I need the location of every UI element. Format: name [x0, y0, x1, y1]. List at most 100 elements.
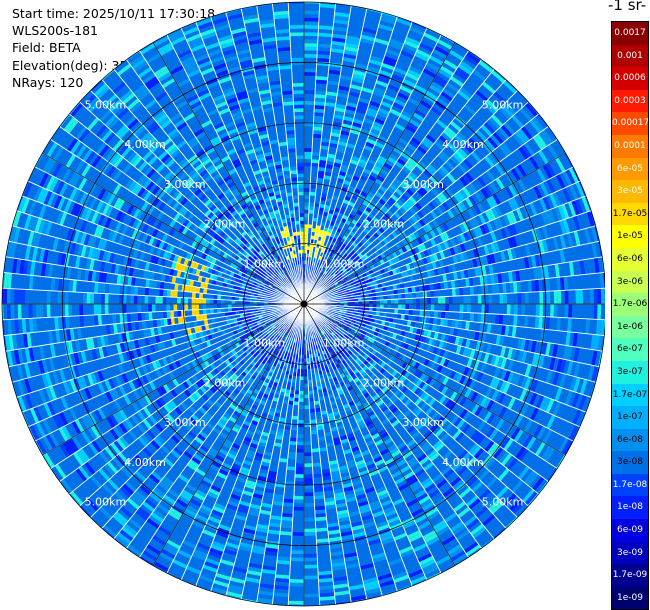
backscatter-cell	[484, 304, 489, 314]
backscatter-cell	[507, 359, 515, 372]
backscatter-cell	[539, 304, 544, 317]
backscatter-cell	[539, 182, 549, 197]
backscatter-cell	[222, 442, 232, 450]
backscatter-cell	[211, 279, 217, 286]
backscatter-cell	[304, 231, 308, 236]
backscatter-cell	[325, 322, 330, 326]
backscatter-cell	[394, 235, 402, 243]
backscatter-cell	[185, 279, 191, 286]
backscatter-cell	[142, 328, 149, 338]
backscatter-cell	[333, 264, 338, 269]
backscatter-cell	[503, 139, 516, 153]
backscatter-cell	[442, 487, 455, 498]
backscatter-cell	[168, 371, 176, 381]
backscatter-cell	[90, 384, 99, 397]
backscatter-cell	[89, 258, 95, 271]
backscatter-cell	[483, 410, 493, 423]
backscatter-cell	[188, 354, 195, 362]
backscatter-cell	[315, 228, 320, 234]
backscatter-cell	[409, 480, 421, 490]
backscatter-cell	[129, 391, 138, 402]
backscatter-cell	[529, 137, 542, 153]
backscatter-cell	[204, 277, 210, 284]
backscatter-cell	[264, 421, 273, 427]
backscatter-cell	[300, 372, 304, 377]
backscatter-cell	[444, 175, 454, 186]
backscatter-cell	[404, 75, 418, 85]
backscatter-cell	[167, 318, 172, 326]
backscatter-cell	[204, 391, 212, 399]
backscatter-cell	[193, 453, 204, 463]
backscatter-cell	[148, 311, 153, 321]
backscatter-cell	[241, 594, 258, 602]
backscatter-cell	[352, 73, 365, 80]
backscatter-cell	[407, 286, 413, 294]
backscatter-cell	[329, 55, 344, 61]
backscatter-cell	[236, 476, 247, 484]
backscatter-cell	[384, 340, 391, 347]
backscatter-cell	[435, 324, 441, 333]
backscatter-cell	[217, 304, 221, 309]
backscatter-cell	[506, 154, 517, 168]
backscatter-cell	[304, 568, 319, 573]
backscatter-cell	[517, 292, 522, 304]
backscatter-cell	[139, 421, 150, 432]
backscatter-cell	[459, 304, 464, 313]
backscatter-cell	[485, 496, 499, 509]
backscatter-cell	[462, 286, 467, 296]
backscatter-cell	[94, 325, 100, 337]
backscatter-cell	[372, 304, 377, 308]
backscatter-cell	[291, 419, 298, 424]
backscatter-cell	[329, 333, 334, 338]
backscatter-cell	[230, 573, 246, 581]
backscatter-cell	[184, 508, 198, 518]
backscatter-cell	[517, 349, 524, 363]
backscatter-cell	[419, 291, 424, 298]
backscatter-cell	[65, 227, 74, 242]
backscatter-cell	[242, 490, 254, 497]
backscatter-cell	[7, 319, 13, 336]
backscatter-cell	[380, 534, 394, 542]
backscatter-cell	[334, 395, 341, 401]
backscatter-cell	[366, 493, 379, 501]
backscatter-cell	[344, 46, 359, 53]
backscatter-cell	[449, 327, 455, 336]
backscatter-cell	[259, 583, 275, 589]
backscatter-cell	[395, 17, 412, 27]
backscatter-cell	[194, 373, 202, 381]
backscatter-cell	[473, 464, 485, 476]
backscatter-cell	[12, 258, 18, 274]
backscatter-cell	[375, 191, 383, 199]
backscatter-cell	[597, 335, 604, 352]
backscatter-cell	[105, 324, 111, 336]
backscatter-cell	[590, 381, 596, 398]
backscatter-cell	[112, 412, 122, 425]
backscatter-cell	[428, 378, 436, 387]
backscatter-cell	[468, 414, 478, 426]
backscatter-cell	[313, 119, 324, 124]
backscatter-cell	[341, 123, 352, 129]
backscatter-cell	[502, 80, 517, 94]
backscatter-cell	[473, 447, 485, 460]
backscatter-cell	[272, 381, 279, 387]
backscatter-cell	[455, 287, 460, 297]
backscatter-cell	[445, 126, 457, 138]
backscatter-cell	[358, 304, 362, 308]
backscatter-cell	[251, 496, 263, 503]
backscatter-cell	[598, 351, 603, 367]
backscatter-cell	[331, 561, 346, 568]
backscatter-cell	[293, 506, 304, 511]
backscatter-cell	[57, 304, 62, 317]
backscatter-cell	[513, 304, 518, 316]
backscatter-cell	[304, 122, 314, 127]
backscatter-cell	[510, 427, 521, 441]
backscatter-cell	[254, 338, 259, 343]
backscatter-cell	[455, 203, 465, 214]
backscatter-cell	[321, 193, 328, 198]
backscatter-cell	[472, 370, 480, 381]
backscatter-cell	[452, 344, 459, 354]
backscatter-cell	[334, 158, 343, 164]
backscatter-cell	[113, 440, 124, 453]
backscatter-cell	[325, 263, 330, 268]
backscatter-cell	[444, 187, 454, 198]
